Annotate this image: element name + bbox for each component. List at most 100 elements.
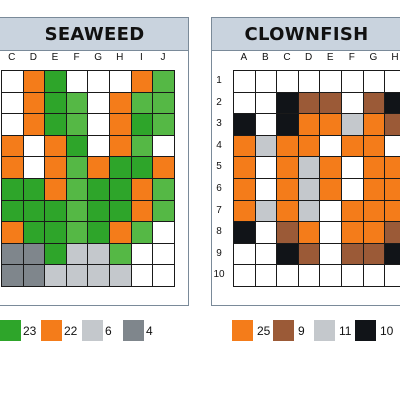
grid-cell[interactable] xyxy=(44,264,67,287)
grid-cell[interactable] xyxy=(1,221,24,244)
grid-cell[interactable] xyxy=(297,264,321,287)
grid-cell[interactable] xyxy=(22,134,46,158)
grid-cell[interactable] xyxy=(319,113,342,136)
grid-cell[interactable] xyxy=(384,199,400,223)
grid-cell[interactable] xyxy=(362,156,386,179)
grid-cell[interactable] xyxy=(384,242,400,266)
grid-cell[interactable] xyxy=(65,113,89,136)
grid-cell[interactable] xyxy=(44,221,67,244)
grid-cell[interactable] xyxy=(87,242,110,266)
grid-cell[interactable] xyxy=(362,91,386,115)
grid-cell[interactable] xyxy=(384,156,400,179)
grid-cell[interactable] xyxy=(130,70,154,93)
grid-cell[interactable] xyxy=(109,113,132,136)
grid-cell[interactable] xyxy=(254,156,278,179)
grid-cell[interactable] xyxy=(44,178,67,201)
grid-cell[interactable] xyxy=(341,264,364,287)
grid-cell[interactable] xyxy=(362,70,386,93)
grid-cell[interactable] xyxy=(87,156,110,179)
grid-cell[interactable] xyxy=(65,70,89,93)
grid-cell[interactable] xyxy=(152,91,175,115)
grid-cell[interactable] xyxy=(341,221,364,244)
grid-cell[interactable] xyxy=(297,70,321,93)
grid-cell[interactable] xyxy=(130,156,154,179)
grid-cell[interactable] xyxy=(276,113,299,136)
grid-cell[interactable] xyxy=(152,221,175,244)
grid-cell[interactable] xyxy=(130,113,154,136)
grid-cell[interactable] xyxy=(22,178,46,201)
grid-cell[interactable] xyxy=(44,242,67,266)
grid-cell[interactable] xyxy=(22,242,46,266)
grid-cell[interactable] xyxy=(362,264,386,287)
grid-cell[interactable] xyxy=(276,221,299,244)
grid-cell[interactable] xyxy=(1,242,24,266)
grid-cell[interactable] xyxy=(22,113,46,136)
grid-cell[interactable] xyxy=(65,199,89,223)
grid-cell[interactable] xyxy=(384,264,400,287)
grid-cell[interactable] xyxy=(130,178,154,201)
grid-cell[interactable] xyxy=(130,221,154,244)
grid-cell[interactable] xyxy=(362,178,386,201)
grid-cell[interactable] xyxy=(87,221,110,244)
grid-cell[interactable] xyxy=(109,264,132,287)
grid-cell[interactable] xyxy=(65,178,89,201)
grid-cell[interactable] xyxy=(1,70,24,93)
grid-cell[interactable] xyxy=(87,178,110,201)
grid-cell[interactable] xyxy=(233,178,256,201)
grid-cell[interactable] xyxy=(87,91,110,115)
grid-cell[interactable] xyxy=(341,156,364,179)
grid-cell[interactable] xyxy=(1,178,24,201)
grid-cell[interactable] xyxy=(233,70,256,93)
grid-cell[interactable] xyxy=(130,242,154,266)
grid-cell[interactable] xyxy=(254,242,278,266)
grid-cell[interactable] xyxy=(297,134,321,158)
grid-cell[interactable] xyxy=(297,242,321,266)
grid-cell[interactable] xyxy=(276,178,299,201)
grid-cell[interactable] xyxy=(65,264,89,287)
grid-cell[interactable] xyxy=(44,199,67,223)
grid-cell[interactable] xyxy=(65,221,89,244)
grid-cell[interactable] xyxy=(254,264,278,287)
grid-cell[interactable] xyxy=(233,221,256,244)
grid-cell[interactable] xyxy=(1,156,24,179)
grid-cell[interactable] xyxy=(233,242,256,266)
grid-cell[interactable] xyxy=(65,156,89,179)
grid-cell[interactable] xyxy=(1,199,24,223)
grid-cell[interactable] xyxy=(297,91,321,115)
grid-cell[interactable] xyxy=(109,242,132,266)
grid-cell[interactable] xyxy=(44,113,67,136)
grid-cell[interactable] xyxy=(152,134,175,158)
grid-cell[interactable] xyxy=(233,91,256,115)
grid-cell[interactable] xyxy=(233,264,256,287)
grid-cell[interactable] xyxy=(87,199,110,223)
grid-cell[interactable] xyxy=(1,264,24,287)
grid-cell[interactable] xyxy=(297,156,321,179)
grid-cell[interactable] xyxy=(319,156,342,179)
grid-cell[interactable] xyxy=(1,134,24,158)
grid-cell[interactable] xyxy=(109,156,132,179)
grid-cell[interactable] xyxy=(319,199,342,223)
grid-cell[interactable] xyxy=(1,113,24,136)
grid-cell[interactable] xyxy=(44,156,67,179)
grid-cell[interactable] xyxy=(254,134,278,158)
grid-cell[interactable] xyxy=(109,178,132,201)
grid-cell[interactable] xyxy=(362,113,386,136)
grid-cell[interactable] xyxy=(362,221,386,244)
grid-cell[interactable] xyxy=(341,178,364,201)
grid-cell[interactable] xyxy=(384,113,400,136)
grid-cell[interactable] xyxy=(319,178,342,201)
grid-cell[interactable] xyxy=(254,221,278,244)
grid-cell[interactable] xyxy=(254,199,278,223)
grid-cell[interactable] xyxy=(87,113,110,136)
grid-cell[interactable] xyxy=(254,70,278,93)
grid-cell[interactable] xyxy=(254,91,278,115)
grid-cell[interactable] xyxy=(319,264,342,287)
grid-cell[interactable] xyxy=(233,134,256,158)
grid-cell[interactable] xyxy=(254,178,278,201)
grid-cell[interactable] xyxy=(233,113,256,136)
grid-cell[interactable] xyxy=(384,91,400,115)
grid-cell[interactable] xyxy=(319,134,342,158)
grid-cell[interactable] xyxy=(65,134,89,158)
grid-cell[interactable] xyxy=(362,134,386,158)
grid-cell[interactable] xyxy=(22,264,46,287)
